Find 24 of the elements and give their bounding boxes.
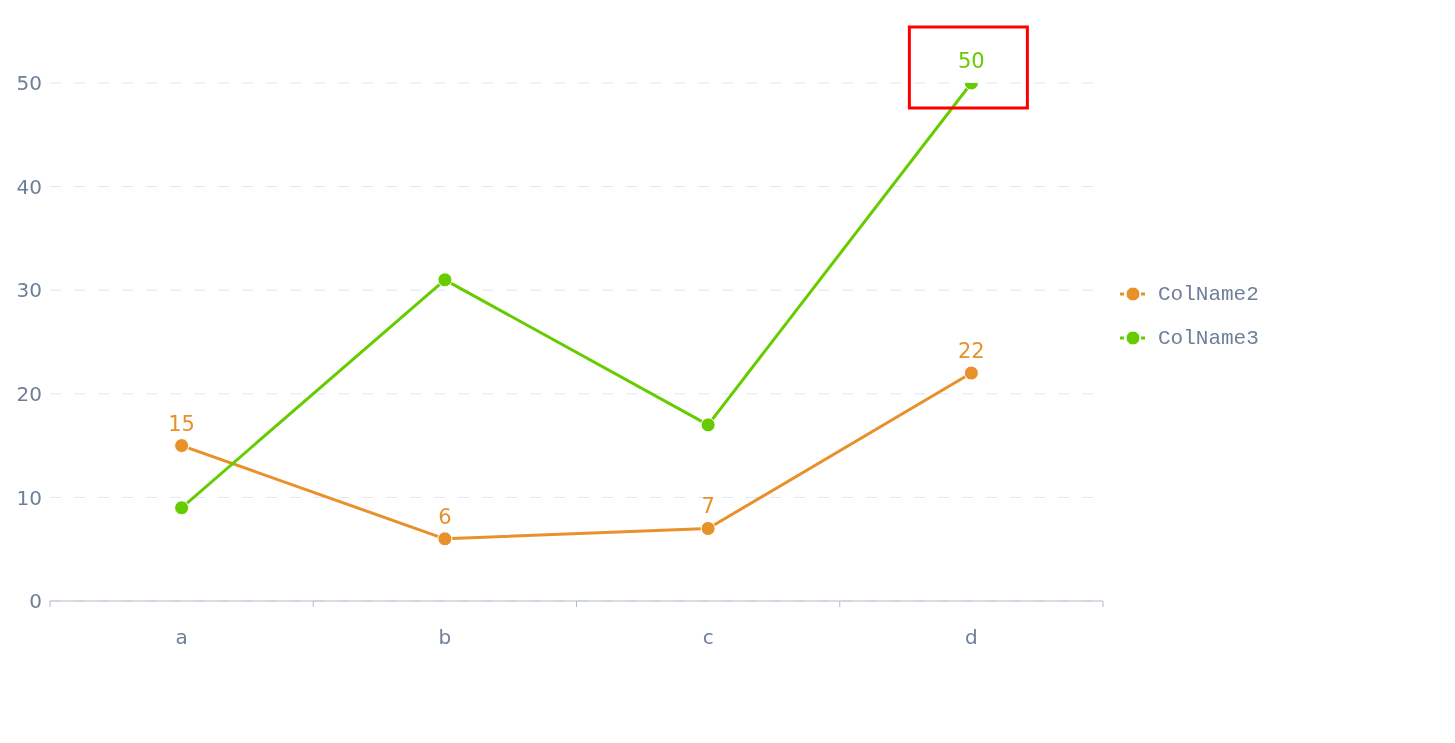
point <box>174 438 190 454</box>
data-label: 6 <box>438 504 452 529</box>
legend-label: ColName3 <box>1158 326 1259 350</box>
point <box>963 365 979 381</box>
data-label: 7 <box>701 494 715 519</box>
data-label: 15 <box>168 411 195 436</box>
y-tick-label: 0 <box>29 589 42 614</box>
point <box>700 520 716 536</box>
point <box>700 417 716 433</box>
y-tick-label: 50 <box>16 71 42 96</box>
x-tick-label: a <box>175 625 188 649</box>
point <box>174 500 190 516</box>
y-tick-label: 10 <box>16 485 42 510</box>
y-tick-label: 20 <box>16 381 42 406</box>
y-tick-label: 40 <box>16 174 42 199</box>
x-tick-label: d <box>965 625 978 649</box>
x-tick-label: c <box>702 625 714 649</box>
data-label: 22 <box>958 339 985 364</box>
point <box>437 272 453 288</box>
x-tick-label: b <box>438 625 452 649</box>
point <box>437 531 453 547</box>
legend-label: ColName2 <box>1158 282 1259 306</box>
data-label: 50 <box>958 49 985 73</box>
y-tick-label: 30 <box>16 278 42 303</box>
